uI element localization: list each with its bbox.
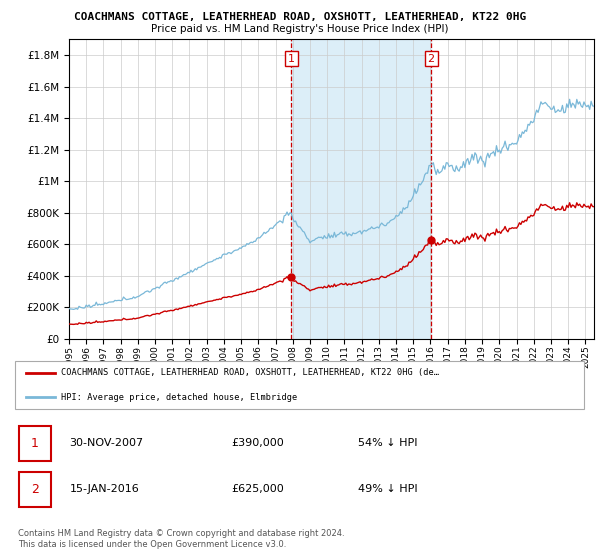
Bar <box>292 39 431 339</box>
Text: £625,000: £625,000 <box>231 484 284 494</box>
Text: 1: 1 <box>31 437 38 450</box>
Text: Contains HM Land Registry data © Crown copyright and database right 2024.
This d: Contains HM Land Registry data © Crown c… <box>18 529 344 549</box>
Text: 49% ↓ HPI: 49% ↓ HPI <box>358 484 417 494</box>
Text: 30-NOV-2007: 30-NOV-2007 <box>70 438 144 448</box>
Text: 54% ↓ HPI: 54% ↓ HPI <box>358 438 417 448</box>
Text: 2: 2 <box>428 54 435 64</box>
Text: COACHMANS COTTAGE, LEATHERHEAD ROAD, OXSHOTT, LEATHERHEAD, KT22 0HG (de…: COACHMANS COTTAGE, LEATHERHEAD ROAD, OXS… <box>61 368 439 377</box>
Text: 2: 2 <box>31 483 38 496</box>
Text: 1: 1 <box>288 54 295 64</box>
FancyBboxPatch shape <box>19 472 50 507</box>
Text: HPI: Average price, detached house, Elmbridge: HPI: Average price, detached house, Elmb… <box>61 393 297 402</box>
Text: COACHMANS COTTAGE, LEATHERHEAD ROAD, OXSHOTT, LEATHERHEAD, KT22 0HG: COACHMANS COTTAGE, LEATHERHEAD ROAD, OXS… <box>74 12 526 22</box>
FancyBboxPatch shape <box>19 426 50 461</box>
Text: 15-JAN-2016: 15-JAN-2016 <box>70 484 139 494</box>
Text: £390,000: £390,000 <box>231 438 284 448</box>
FancyBboxPatch shape <box>15 361 584 409</box>
Text: Price paid vs. HM Land Registry's House Price Index (HPI): Price paid vs. HM Land Registry's House … <box>151 24 449 34</box>
